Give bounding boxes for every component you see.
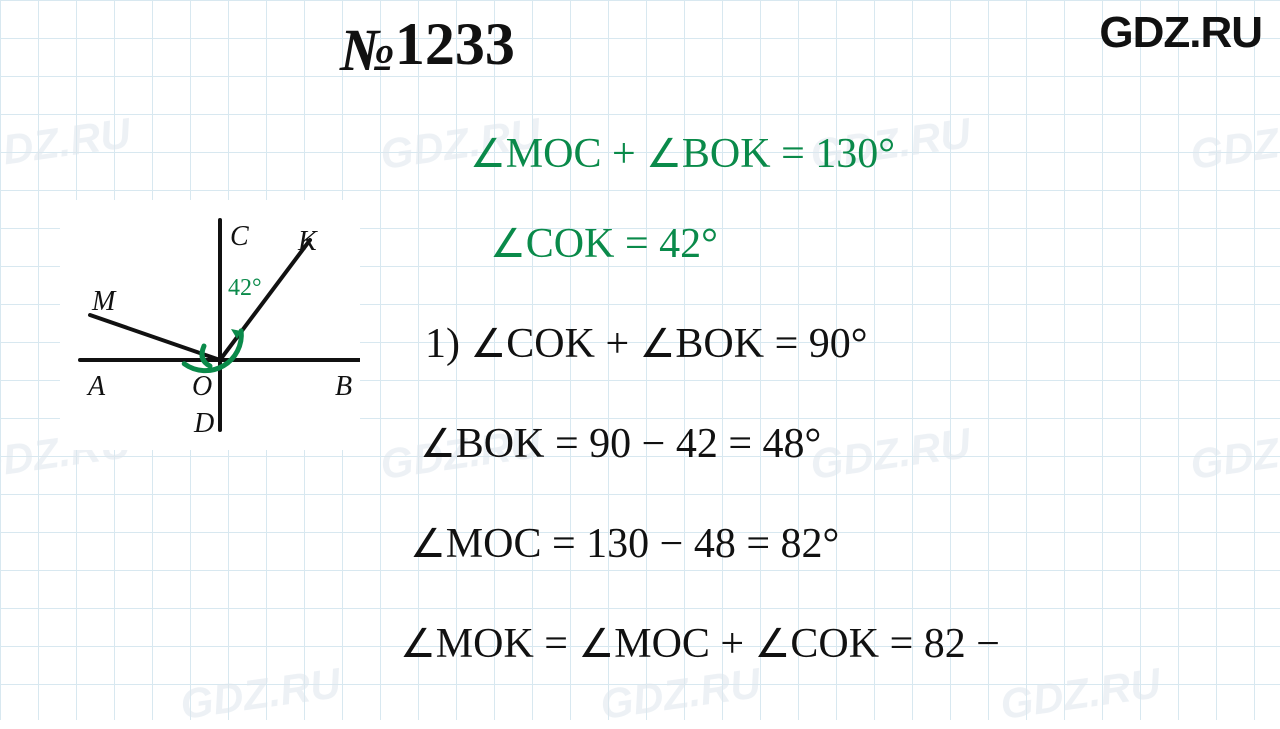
diagram-svg: C K M A O B D 42° xyxy=(60,200,360,450)
solution-line-4: ∠MOK = ∠MOC + ∠COK = 82 − xyxy=(400,620,1000,668)
diagram-lines xyxy=(80,220,360,430)
svg-text:42°: 42° xyxy=(228,275,262,301)
title-digits: 1233 xyxy=(395,11,515,77)
svg-text:C: C xyxy=(230,221,249,252)
solution-line-2: ∠BOK = 90 − 42 = 48° xyxy=(420,420,821,468)
given-line-2: ∠COK = 42° xyxy=(490,220,718,268)
solution-line-1: 1) ∠COK + ∠BOK = 90° xyxy=(425,320,868,368)
svg-text:M: M xyxy=(91,286,117,317)
svg-text:O: O xyxy=(192,371,212,402)
problem-number-title: №1233 xyxy=(340,10,515,79)
numero-sign: № xyxy=(340,16,395,85)
svg-text:B: B xyxy=(335,371,352,402)
solution-line-3: ∠MOC = 130 − 48 = 82° xyxy=(410,520,839,568)
given-line-1: ∠MOC + ∠BOK = 130° xyxy=(470,130,895,178)
geometry-diagram: C K M A O B D 42° xyxy=(60,200,360,450)
watermark-logo: GDZ.RU xyxy=(1099,8,1262,58)
svg-text:K: K xyxy=(297,226,318,257)
svg-text:D: D xyxy=(193,408,214,439)
svg-text:A: A xyxy=(86,371,106,402)
